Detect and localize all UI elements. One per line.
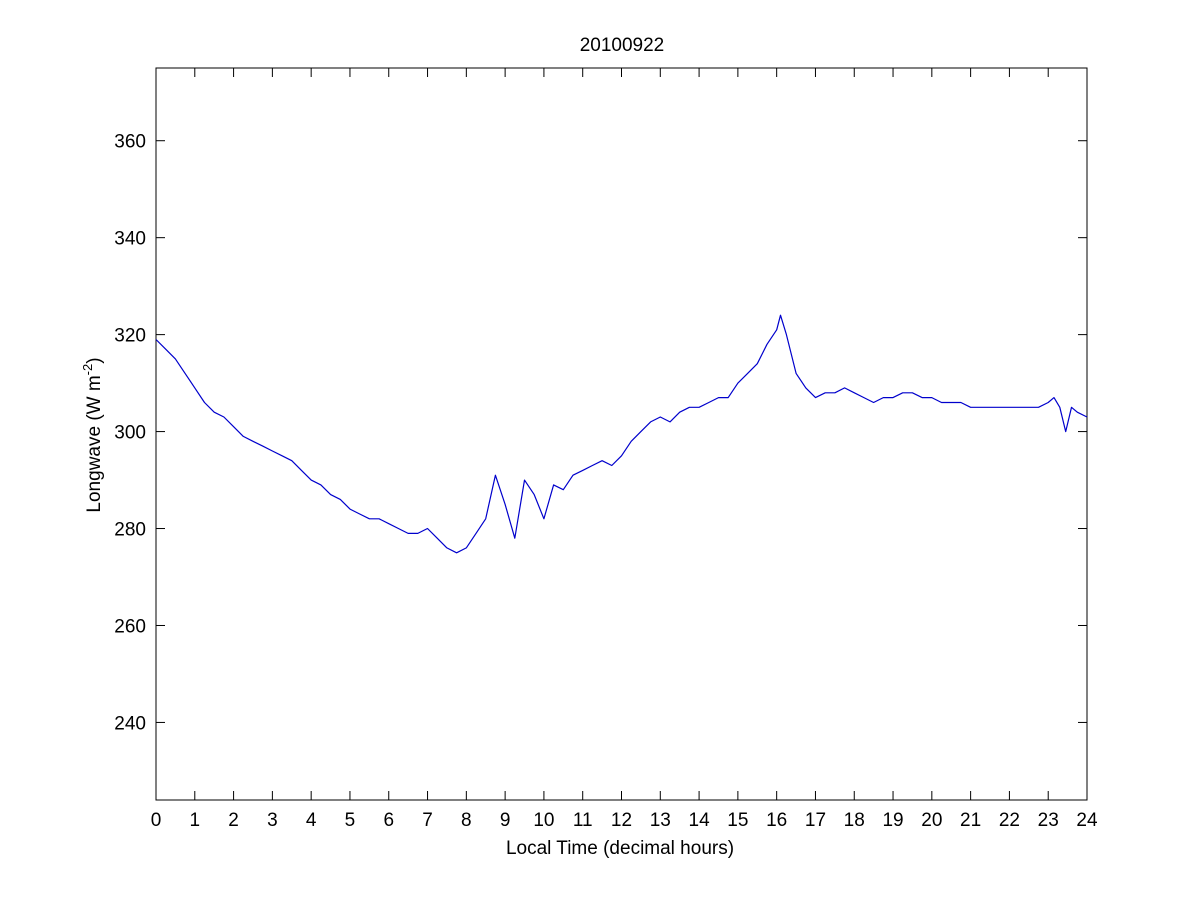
x-tick-label: 24 [1076, 810, 1098, 831]
y-tick-label: 260 [114, 616, 146, 637]
x-tick-label: 9 [500, 810, 511, 831]
y-tick-label: 240 [114, 713, 146, 734]
axes-frame [155, 67, 1088, 801]
y-axis-title-close: ) [84, 357, 105, 363]
x-tick-label: 12 [611, 810, 632, 831]
x-tick-label: 14 [689, 810, 711, 831]
x-tick-label: 10 [533, 810, 554, 831]
x-tick-label: 15 [727, 810, 748, 831]
x-tick-label: 7 [422, 810, 433, 831]
x-tick-label: 16 [766, 810, 787, 831]
x-tick-label: 13 [650, 810, 671, 831]
y-tick-label: 360 [114, 132, 146, 153]
y-tick-label: 340 [114, 229, 146, 250]
x-tick-label: 8 [461, 810, 472, 831]
x-tick-label: 21 [960, 810, 981, 831]
x-tick-label: 0 [151, 810, 162, 831]
x-tick-label: 1 [190, 810, 201, 831]
chart-title: 20100922 [580, 35, 665, 56]
y-tick-label: 320 [114, 326, 146, 347]
x-axis-title: Local Time (decimal hours) [506, 838, 734, 859]
x-tick-label: 19 [882, 810, 903, 831]
x-tick-label: 4 [306, 810, 317, 831]
x-tick-label: 6 [383, 810, 394, 831]
x-tick-label: 23 [1038, 810, 1059, 831]
x-tick-label: 20 [921, 810, 942, 831]
y-axis-title-superscript: -2 [80, 364, 95, 376]
y-axis-title-main: Longwave (W m [84, 375, 105, 512]
plot-area: 0 1 2 3 4 5 6 7 8 9 10 11 12 13 14 15 16 17 18 19 20 21 22 23 24… [114, 67, 1098, 831]
y-tick-label: 280 [114, 520, 146, 541]
y-tick-label: 300 [114, 423, 146, 444]
x-tick-label: 5 [345, 810, 356, 831]
x-tick-label: 17 [805, 810, 826, 831]
x-tick-label: 3 [267, 810, 278, 831]
x-tick-label: 18 [844, 810, 865, 831]
x-tick-label: 2 [228, 810, 239, 831]
x-tick-label: 22 [999, 810, 1020, 831]
y-axis-title: Longwave (W m-2) [80, 357, 105, 512]
x-tick-label: 11 [573, 810, 593, 831]
longwave-series-line [155, 314, 1088, 554]
